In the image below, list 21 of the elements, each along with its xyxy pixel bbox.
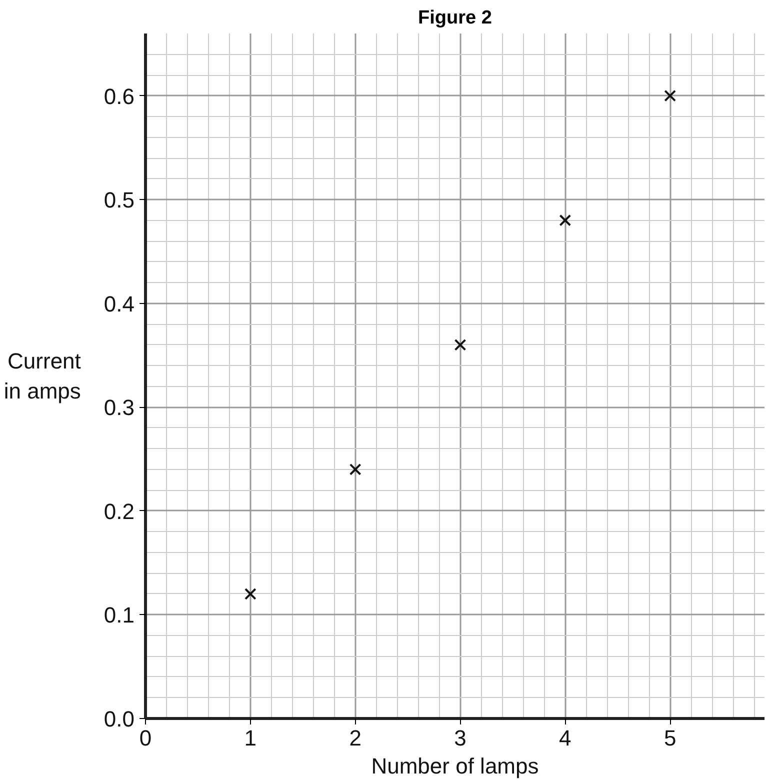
y-tick-label: 0.4: [104, 291, 135, 316]
y-tick-label: 0.5: [104, 188, 135, 213]
y-tick-label: 0.0: [104, 706, 135, 732]
x-tick-label: 0: [139, 726, 152, 750]
x-tick-label: 2: [349, 726, 362, 750]
point: [664, 90, 676, 102]
y-tick-label: 0.3: [104, 395, 135, 420]
x-tick-label: 3: [454, 726, 466, 750]
point: [559, 214, 572, 226]
point: [454, 338, 466, 351]
chart-title: Figure 2: [418, 8, 492, 28]
y-tick-label: 0.2: [104, 498, 135, 524]
x-axis-title: Number of lamps: [371, 754, 539, 778]
point: [244, 588, 256, 600]
y-tick-label: 0.1: [104, 602, 135, 628]
point: [349, 463, 362, 476]
x-tick-label: 5: [664, 726, 676, 750]
x-tick-label: 1: [244, 726, 257, 750]
y-tick-label: 0.6: [104, 84, 135, 109]
x-tick-label: 4: [559, 726, 572, 750]
y-axis-title: Current in amps: [4, 348, 81, 404]
